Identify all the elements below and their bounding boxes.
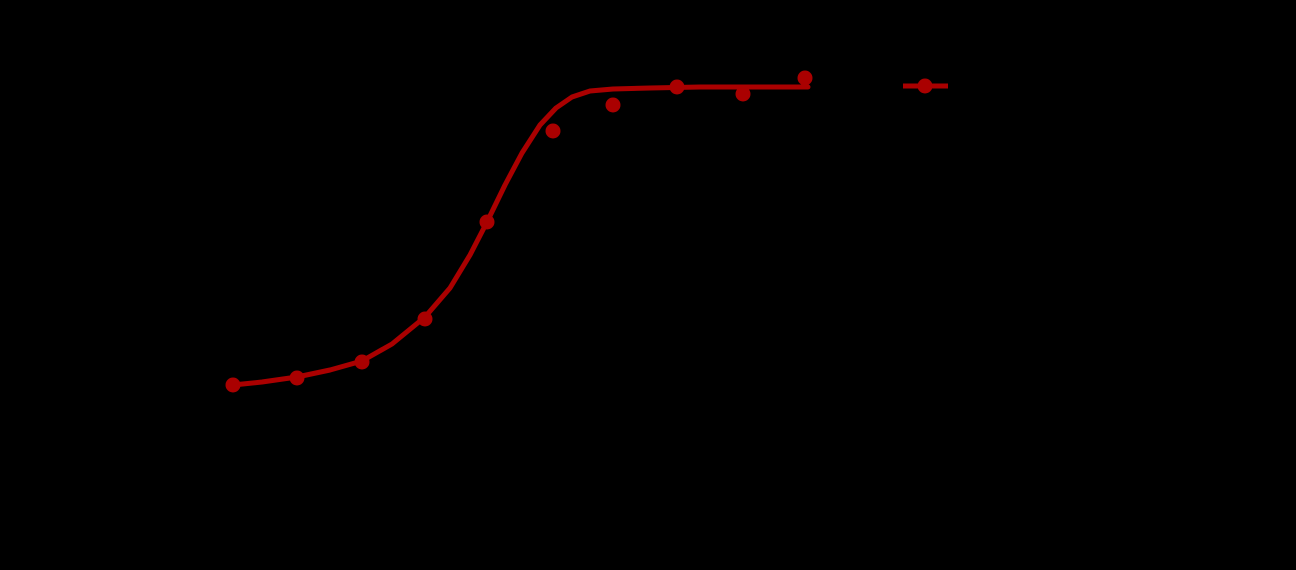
- data-point-marker: [354, 354, 370, 370]
- data-point-marker: [735, 86, 751, 102]
- data-point-marker: [605, 97, 621, 113]
- data-point-marker: [479, 214, 495, 230]
- legend-sample: [903, 78, 948, 94]
- data-point-marker: [797, 70, 813, 86]
- data-point-marker: [289, 370, 305, 386]
- legend-marker-swatch: [917, 78, 933, 94]
- data-point-marker: [417, 311, 433, 327]
- series-data-points: [225, 70, 813, 393]
- data-point-marker: [669, 79, 685, 95]
- data-point-marker: [545, 123, 561, 139]
- data-point-marker: [225, 377, 241, 393]
- series-fit-curve: [230, 84, 811, 388]
